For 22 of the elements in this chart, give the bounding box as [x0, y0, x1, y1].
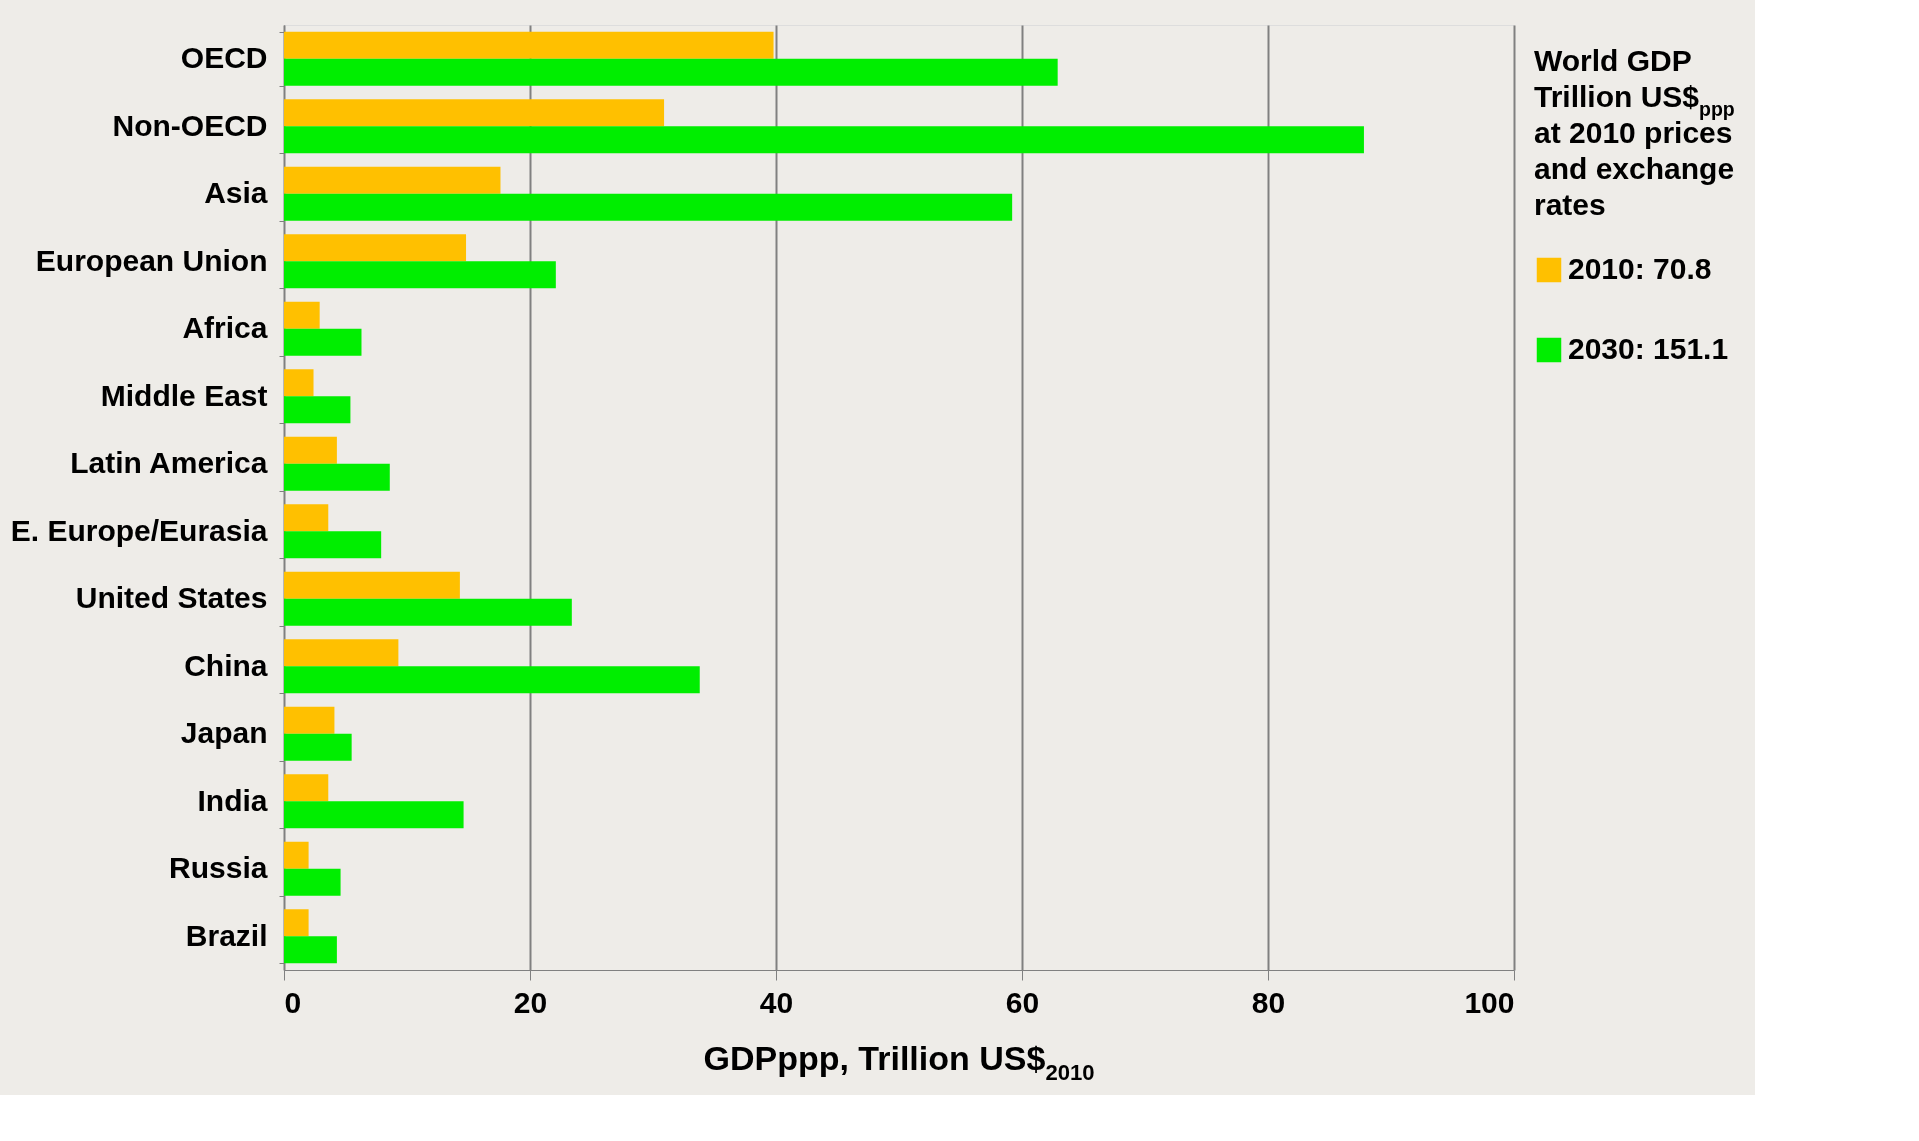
x-tick-label: 100	[1464, 985, 1515, 1019]
y-tick-label: Russia	[169, 851, 268, 885]
y-tick-label: China	[184, 648, 268, 682]
y-tick-label: Latin America	[70, 446, 268, 480]
x-tick-label: 80	[1251, 985, 1286, 1019]
y-tick-label: Brazil	[185, 918, 268, 952]
x-tick-label: 60	[1005, 985, 1040, 1019]
y-tick-label: Asia	[204, 176, 268, 210]
y-tick-label: Middle East	[100, 378, 268, 412]
x-tick-label: 0	[284, 985, 302, 1019]
y-tick-label: Japan	[180, 716, 268, 750]
y-tick-label: E. Europe/Eurasia	[10, 513, 268, 547]
y-tick-label: Non-OECD	[112, 108, 268, 142]
legend-label: 2010: 70.8	[1568, 252, 1712, 285]
y-tick-label: Africa	[182, 311, 268, 345]
y-tick-label: India	[197, 783, 268, 817]
y-tick-label: OECD	[180, 41, 268, 75]
y-tick-label: United States	[75, 581, 268, 615]
x-tick-label: 20	[513, 985, 548, 1019]
legend-label: 2030: 151.1	[1568, 332, 1729, 365]
y-tick-label: European Union	[35, 243, 268, 277]
x-tick-label: 40	[759, 985, 794, 1019]
